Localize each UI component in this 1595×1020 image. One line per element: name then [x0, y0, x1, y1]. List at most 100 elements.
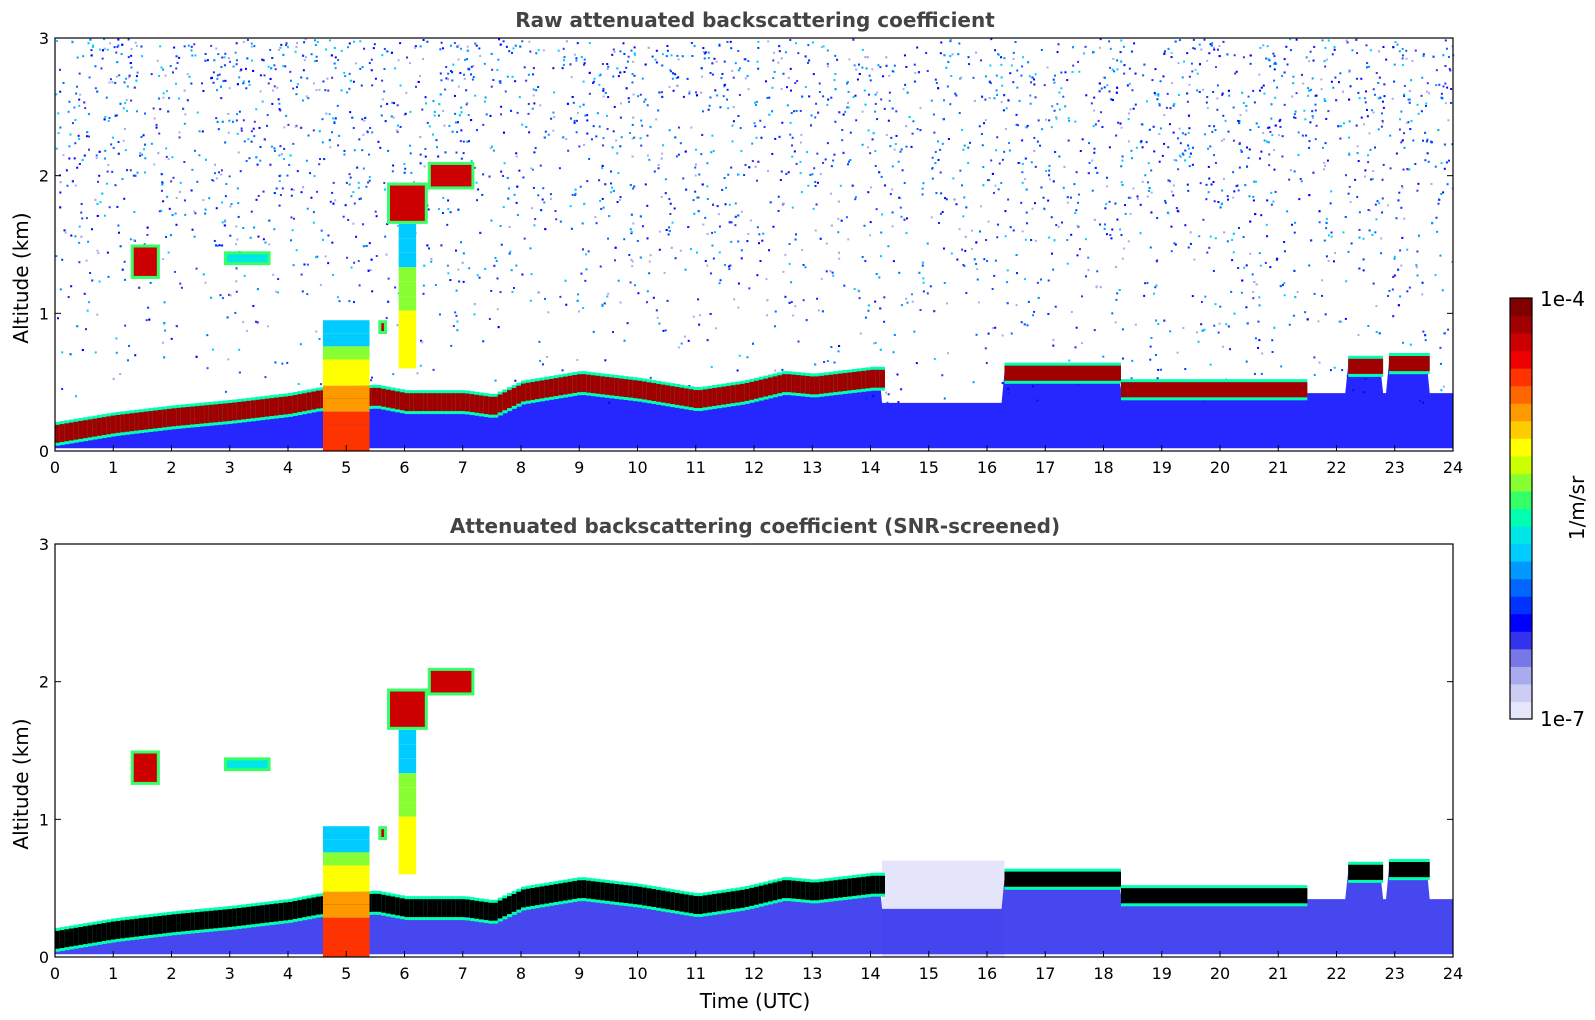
- noise-pixel: [362, 133, 365, 136]
- noise-pixel: [262, 59, 265, 62]
- noise-pixel: [170, 337, 173, 340]
- noise-pixel: [858, 297, 861, 300]
- noise-pixel: [1096, 171, 1099, 174]
- noise-pixel: [1047, 312, 1050, 315]
- noise-pixel: [655, 61, 658, 64]
- noise-pixel: [419, 153, 422, 156]
- boundary-layer-cell: [879, 875, 885, 894]
- noise-pixel: [543, 297, 546, 300]
- noise-pixel: [602, 137, 605, 140]
- noise-pixel: [245, 159, 248, 162]
- x-tick-label: 19: [1152, 964, 1172, 983]
- noise-pixel: [1001, 334, 1004, 337]
- noise-pixel: [1068, 359, 1071, 362]
- noise-pixel: [990, 38, 993, 41]
- noise-pixel: [1371, 109, 1374, 112]
- boundary-layer-cell: [851, 877, 858, 896]
- boundary-layer-cell: [744, 382, 750, 401]
- noise-pixel: [777, 195, 780, 198]
- noise-pixel: [1100, 111, 1103, 114]
- noise-pixel: [1076, 201, 1079, 204]
- boundary-layer-cell: [171, 408, 177, 427]
- noise-pixel: [881, 75, 884, 78]
- noise-pixel: [869, 186, 872, 189]
- noise-pixel: [447, 272, 450, 275]
- x-tick-label: 3: [225, 458, 235, 477]
- noise-pixel: [1345, 280, 1348, 283]
- boundary-layer-cell: [511, 893, 517, 912]
- noise-pixel: [1115, 91, 1118, 94]
- noise-pixel: [1237, 227, 1240, 230]
- noise-pixel: [708, 104, 711, 107]
- noise-pixel: [962, 215, 965, 218]
- noise-pixel: [583, 62, 586, 65]
- noise-pixel: [620, 102, 623, 105]
- noise-pixel: [1408, 286, 1411, 289]
- noise-pixel: [834, 54, 837, 57]
- noise-pixel: [427, 208, 430, 211]
- x-tick-label: 18: [1093, 458, 1113, 477]
- noise-pixel: [1072, 46, 1075, 49]
- boundary-layer-cell: [166, 914, 172, 933]
- noise-pixel: [1325, 227, 1328, 230]
- noise-pixel: [1149, 246, 1152, 249]
- noise-pixel: [1121, 155, 1124, 158]
- noise-pixel: [164, 329, 167, 332]
- boundary-layer-cell: [64, 929, 70, 948]
- boundary-layer-cell: [315, 390, 322, 409]
- noise-pixel: [1364, 169, 1367, 172]
- noise-pixel: [201, 130, 204, 133]
- noise-pixel: [619, 198, 622, 201]
- noise-pixel: [586, 114, 589, 117]
- noise-pixel: [677, 76, 680, 79]
- noise-pixel: [344, 74, 347, 77]
- noise-pixel: [853, 288, 856, 291]
- noise-pixel: [387, 149, 390, 152]
- plume-cell: [398, 353, 417, 369]
- noise-pixel: [619, 196, 622, 199]
- colorbar-swatch: [1510, 315, 1532, 334]
- noise-pixel: [263, 74, 266, 77]
- noise-pixel: [703, 52, 706, 55]
- noise-pixel: [110, 143, 113, 146]
- noise-pixel: [328, 113, 331, 116]
- noise-pixel: [1158, 160, 1161, 163]
- noise-pixel: [1212, 90, 1215, 93]
- noise-pixel: [867, 304, 870, 307]
- noise-pixel: [158, 132, 161, 135]
- noise-pixel: [457, 58, 460, 61]
- noise-pixel: [631, 260, 634, 263]
- boundary-layer-cell: [767, 377, 774, 396]
- noise-pixel: [596, 112, 599, 115]
- noise-pixel: [316, 255, 319, 258]
- noise-pixel: [780, 88, 783, 91]
- noise-pixel: [1154, 93, 1157, 96]
- noise-pixel: [1252, 290, 1255, 293]
- noise-pixel: [493, 264, 496, 267]
- noise-pixel: [1349, 201, 1352, 204]
- noise-pixel: [289, 154, 292, 157]
- noise-pixel: [442, 109, 445, 112]
- noise-pixel: [1304, 118, 1307, 121]
- noise-pixel: [781, 202, 784, 205]
- noise-pixel: [1021, 139, 1024, 142]
- boundary-layer-cell: [875, 369, 881, 388]
- noise-pixel: [497, 326, 500, 329]
- noise-pixel: [1337, 125, 1340, 128]
- boundary-layer-cell: [55, 424, 61, 443]
- noise-pixel: [160, 189, 163, 192]
- noise-pixel: [1168, 123, 1171, 126]
- noise-pixel: [825, 270, 828, 273]
- noise-pixel: [285, 44, 288, 47]
- noise-pixel: [1187, 189, 1190, 192]
- noise-pixel: [1444, 65, 1447, 68]
- noise-pixel: [1130, 50, 1133, 53]
- noise-pixel: [1217, 331, 1220, 334]
- noise-pixel: [277, 48, 280, 51]
- noise-pixel: [575, 119, 578, 122]
- boundary-layer-cell: [213, 910, 219, 929]
- noise-pixel: [625, 87, 628, 90]
- boundary-layer-cell: [702, 389, 708, 408]
- noise-pixel: [1397, 304, 1400, 307]
- noise-pixel: [266, 124, 269, 127]
